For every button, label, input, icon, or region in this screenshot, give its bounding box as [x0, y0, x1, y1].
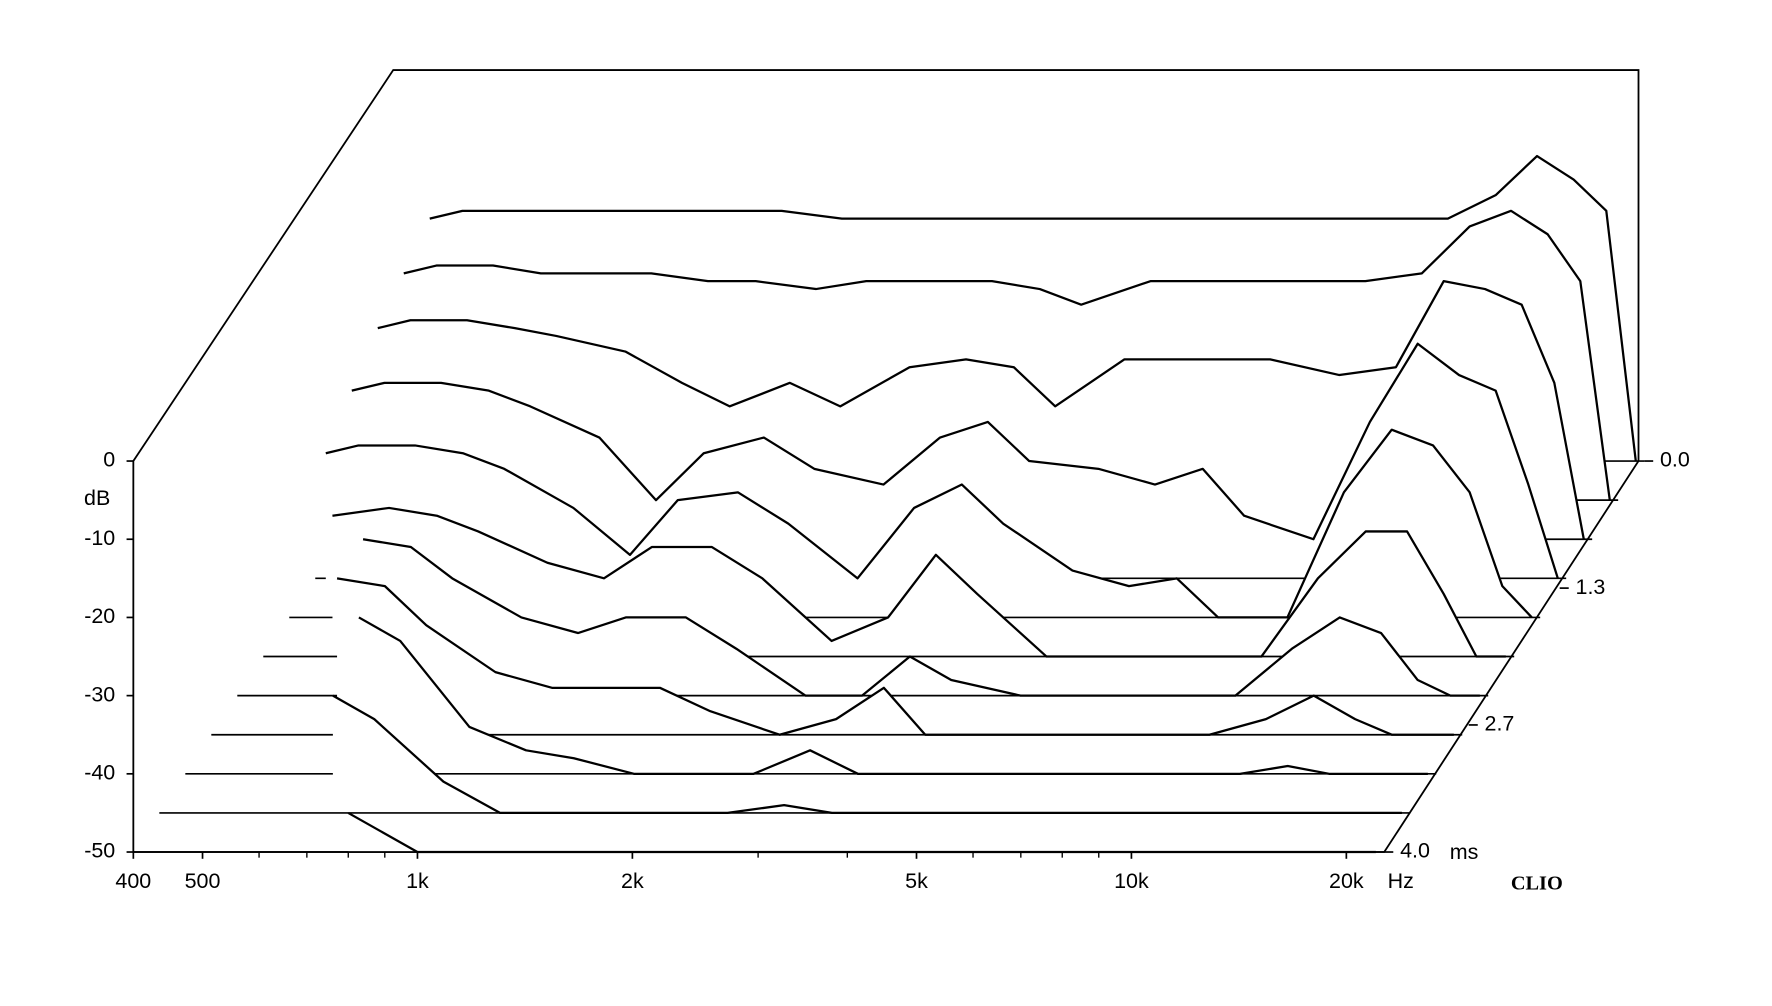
- x-tick-label: 10k: [1114, 869, 1149, 893]
- y-tick-label: -20: [84, 604, 115, 628]
- x-tick-label: 500: [185, 869, 221, 893]
- slice-fill: [332, 695, 1402, 813]
- slice-fill: [377, 281, 1584, 540]
- slice-curve: [403, 209, 1611, 501]
- brand: CLIO: [1511, 872, 1563, 894]
- z-tick-label: 4.0: [1400, 839, 1430, 863]
- x-tick-label: 20k: [1329, 869, 1364, 893]
- slice-curve: [332, 694, 1402, 815]
- x-tick-label: 2k: [621, 869, 644, 893]
- slice-fill: [358, 617, 1428, 774]
- y-tick-label: -10: [84, 526, 115, 550]
- slice-curve: [377, 280, 1585, 540]
- y-axis-label: dB: [84, 486, 110, 510]
- slice-curve: [325, 428, 1533, 619]
- slice-curve: [336, 577, 1454, 736]
- slice-curve: [347, 811, 1376, 854]
- z-tick-label: 0.0: [1660, 448, 1690, 472]
- slice-curve: [332, 506, 1506, 658]
- z-tick-label: 2.7: [1485, 712, 1515, 736]
- slice-curve: [429, 154, 1637, 462]
- x-tick-label: 1k: [406, 869, 429, 893]
- y-tick-label: -50: [84, 839, 115, 863]
- slice-fill: [363, 539, 1480, 696]
- y-tick-label: 0: [103, 448, 115, 472]
- slice-fill: [337, 578, 1454, 735]
- slice-curve: [358, 616, 1428, 775]
- slice-curve: [362, 538, 1480, 697]
- y-tick-label: -40: [84, 760, 115, 784]
- z-unit: ms: [1450, 840, 1479, 864]
- slice-fill: [351, 343, 1558, 579]
- slice-fill: [348, 812, 1376, 853]
- x-unit: Hz: [1388, 869, 1414, 893]
- x-tick-label: 400: [115, 869, 151, 893]
- slice-curve: [351, 342, 1559, 579]
- x-tick-label: 5k: [905, 869, 928, 893]
- y-tick-label: -30: [84, 682, 115, 706]
- z-tick-label: 1.3: [1576, 575, 1606, 599]
